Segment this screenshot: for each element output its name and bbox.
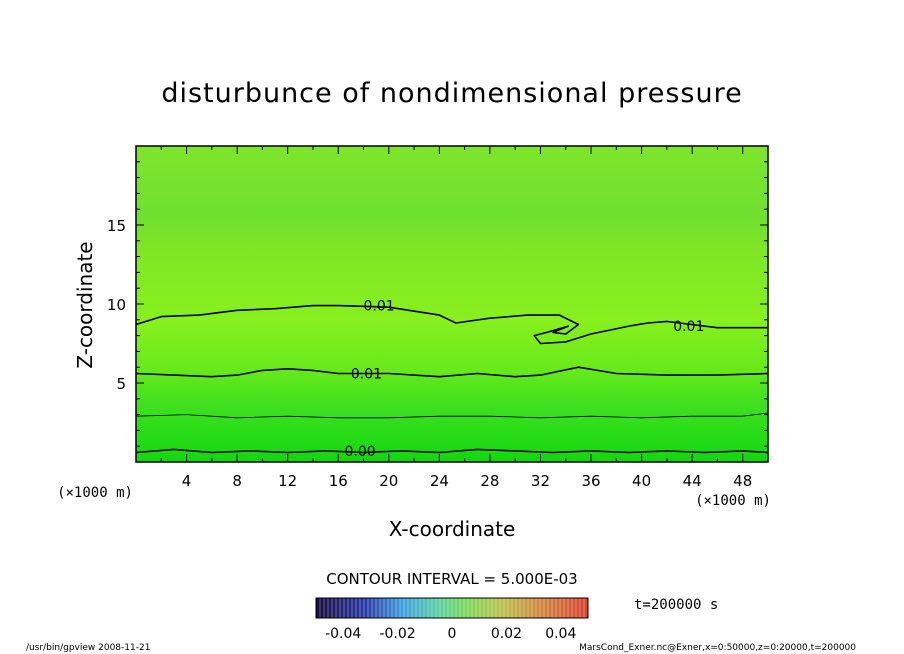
x-tick-label: 44 bbox=[683, 472, 702, 490]
x-tick-label: 28 bbox=[480, 472, 499, 490]
x-axis-label: X-coordinate bbox=[389, 517, 516, 541]
x-tick-label: 40 bbox=[632, 472, 651, 490]
contour-interval-text: CONTOUR INTERVAL = 5.000E-03 bbox=[326, 570, 577, 588]
x-tick-label: 36 bbox=[581, 472, 600, 490]
contour-line-3 bbox=[136, 304, 768, 345]
x-tick-label: 48 bbox=[733, 472, 752, 490]
plot-area: 0.00 0.01 0.01 0.01 bbox=[135, 145, 769, 463]
x-unit-label: (×1000 m) bbox=[695, 493, 771, 509]
contour-label-3b: 0.01 bbox=[673, 319, 704, 335]
colorbar-fill bbox=[316, 598, 588, 618]
x-tick-label: 4 bbox=[182, 472, 192, 490]
colorbar-tick-label: 0.02 bbox=[491, 626, 522, 642]
x-tick-label: 16 bbox=[329, 472, 348, 490]
colorbar bbox=[315, 597, 589, 619]
x-tick-label: 32 bbox=[531, 472, 550, 490]
contour-field bbox=[136, 146, 768, 462]
contour-lines: 0.00 0.01 0.01 0.01 bbox=[136, 299, 768, 460]
colorbar-frame bbox=[315, 597, 589, 619]
x-tick-label: 20 bbox=[379, 472, 398, 490]
contour-line-1 bbox=[136, 412, 768, 419]
y-tick-label: 5 bbox=[116, 375, 126, 393]
colorbar-tick-label: -0.04 bbox=[325, 626, 361, 642]
contour-label-2: 0.01 bbox=[351, 367, 382, 383]
time-label: t=200000 s bbox=[634, 597, 718, 613]
y-unit-label: (×1000 m) bbox=[57, 485, 133, 501]
contour-label-0: 0.00 bbox=[345, 444, 376, 460]
y-tick-label: 10 bbox=[107, 296, 126, 314]
chart-title: disturbunce of nondimensional pressure bbox=[161, 78, 742, 109]
x-tick-label: 12 bbox=[278, 472, 297, 490]
colorbar-tick-label: 0 bbox=[448, 626, 457, 642]
x-tick-label: 8 bbox=[232, 472, 242, 490]
colorbar-stripes bbox=[319, 598, 585, 618]
footer-right: MarsCond_Exner.nc@Exner,x=0:50000,z=0:20… bbox=[579, 643, 856, 653]
contour-line-0 bbox=[136, 448, 768, 454]
axis-ticks bbox=[136, 146, 768, 462]
contour-label-3: 0.01 bbox=[364, 299, 395, 315]
colorbar-tick-labels: -0.04 -0.02 0 0.02 0.04 bbox=[325, 626, 576, 642]
colorbar-tick-label: -0.02 bbox=[379, 626, 415, 642]
footer-left: /usr/bin/gpview 2008-11-21 bbox=[26, 643, 150, 653]
x-tick-label: 24 bbox=[430, 472, 449, 490]
y-axis-label: Z-coordinate bbox=[73, 241, 97, 368]
contour-line-2 bbox=[136, 366, 768, 378]
colorbar-tick-label: 0.04 bbox=[545, 626, 576, 642]
y-tick-label: 15 bbox=[107, 217, 126, 235]
